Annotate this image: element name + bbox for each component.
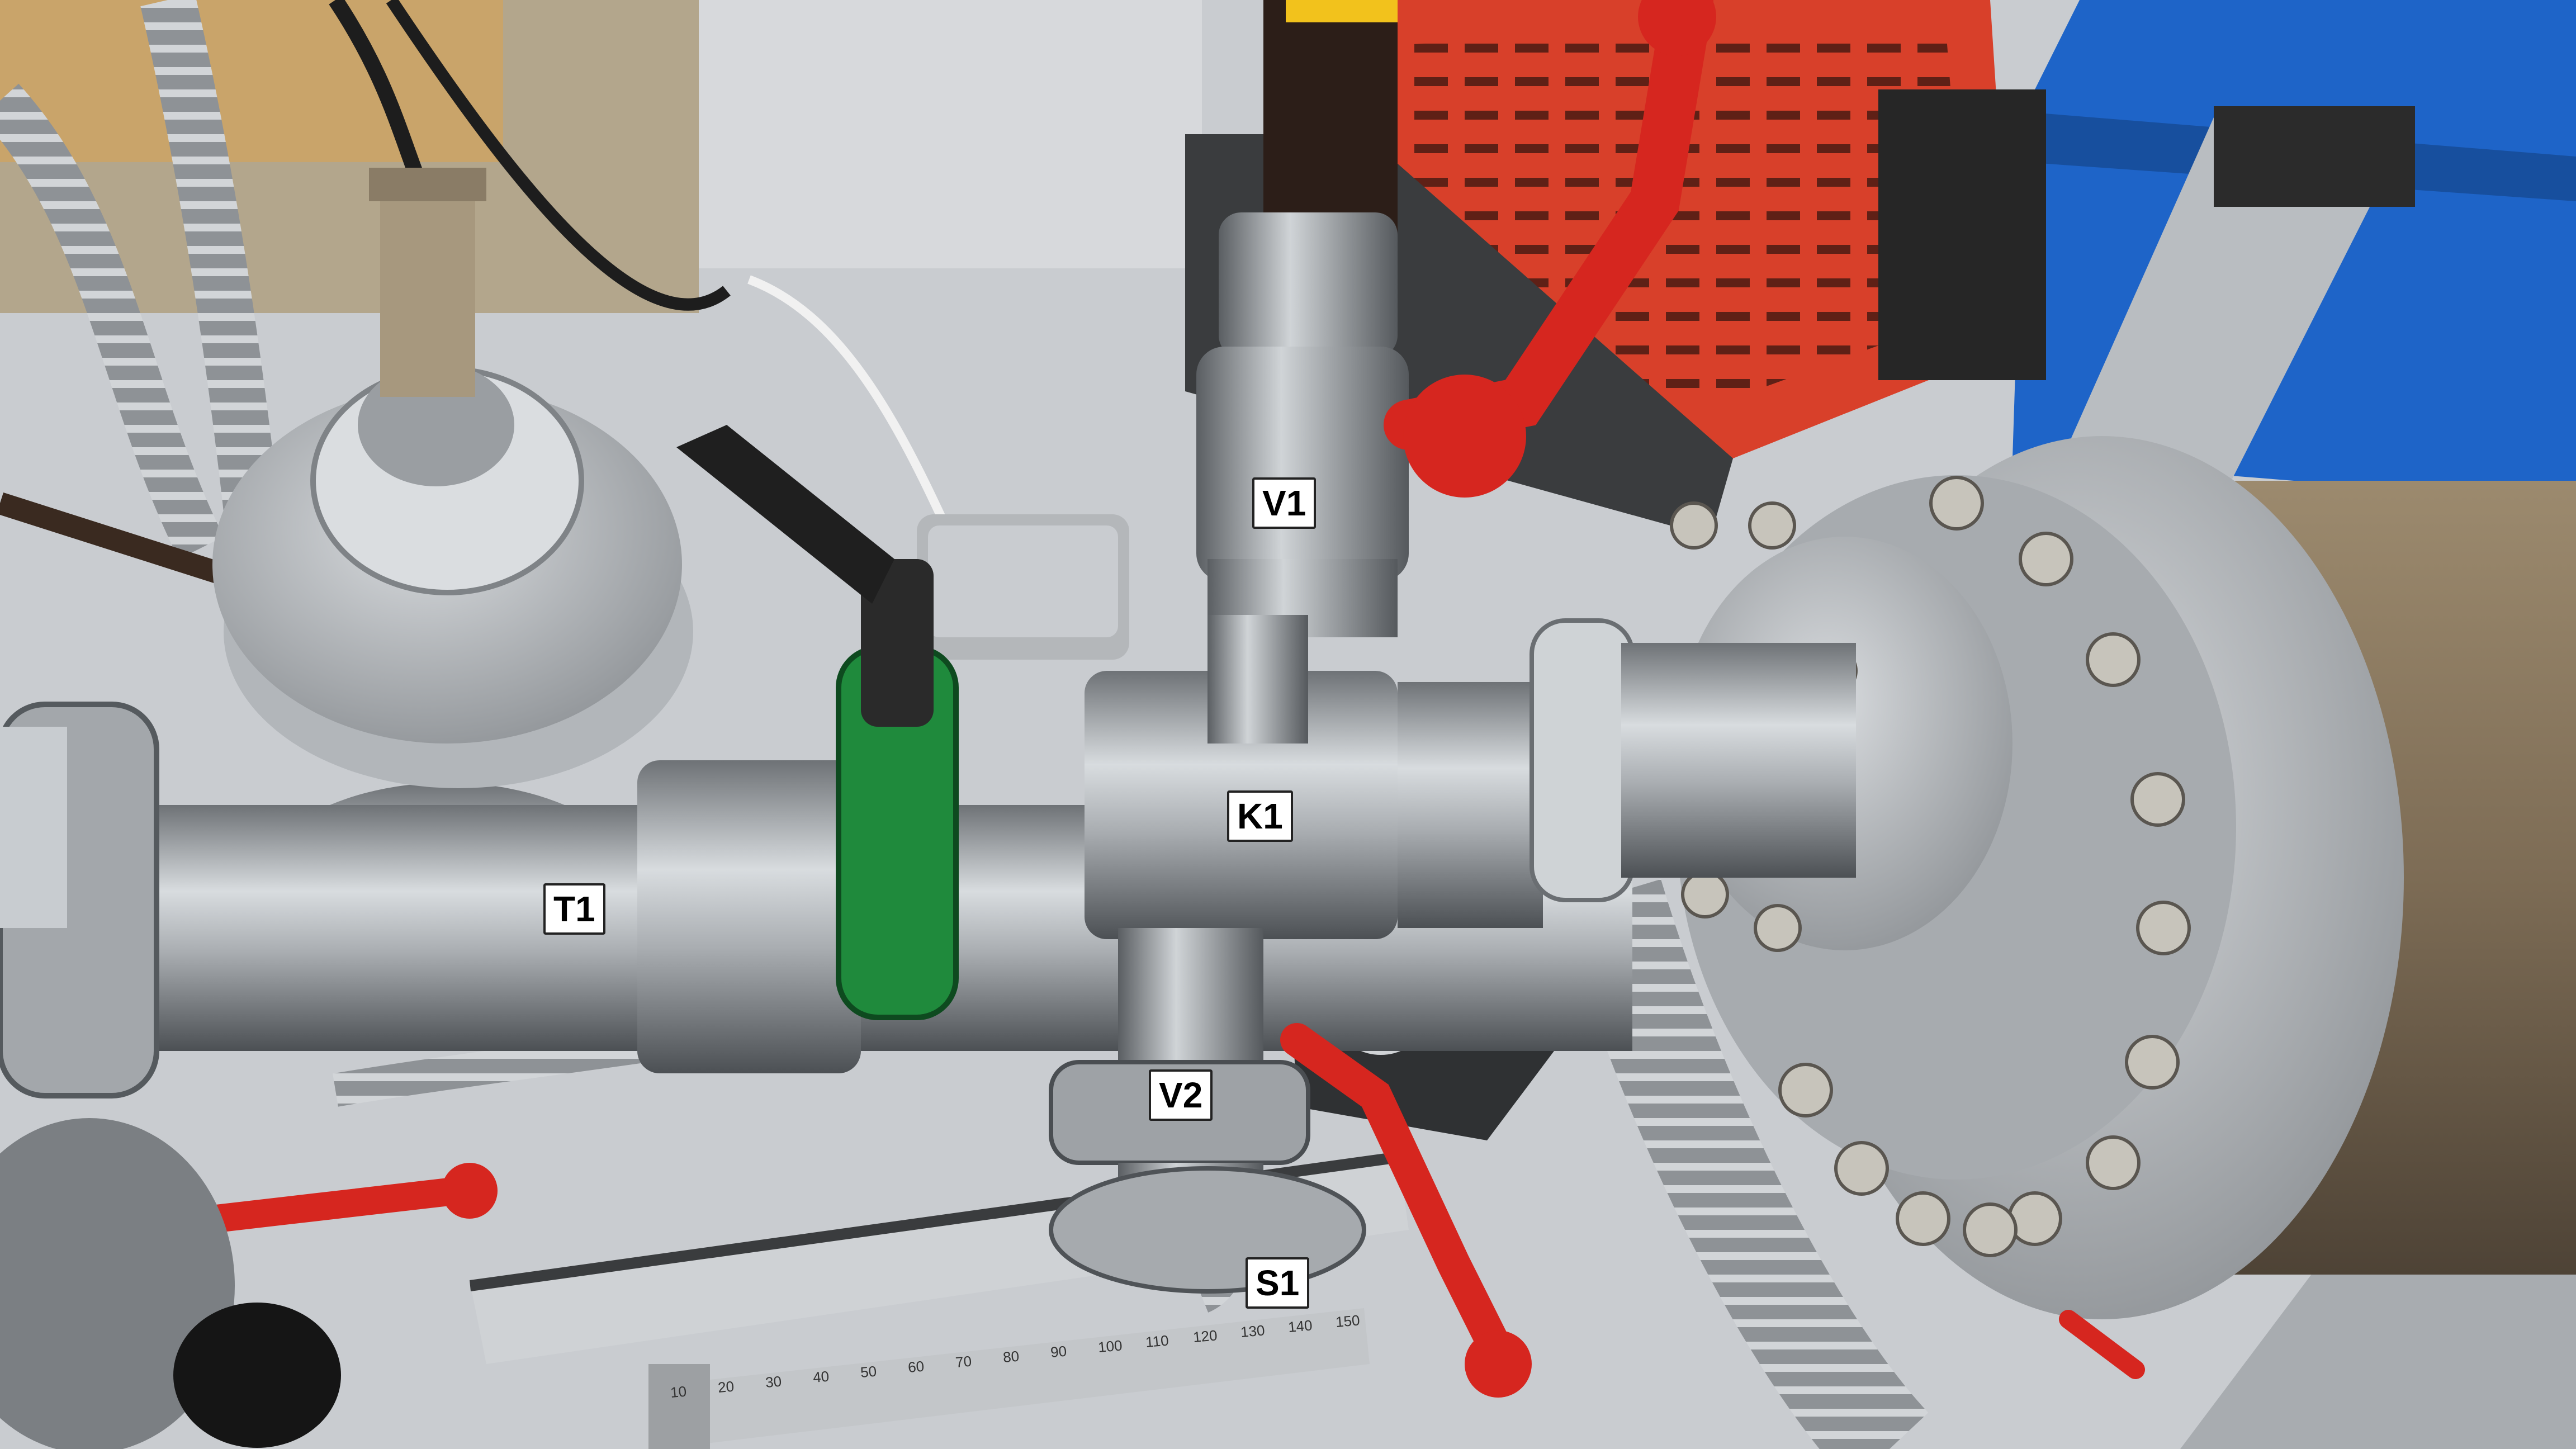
usb-cable bbox=[747, 275, 955, 539]
vernier-caliper bbox=[648, 1308, 1370, 1449]
label-t1: T1 bbox=[543, 883, 605, 935]
ruler-tick-label: 10 bbox=[670, 1383, 687, 1401]
s1-port-clamp bbox=[1049, 1166, 1366, 1294]
background-panel bbox=[699, 0, 1202, 268]
ruler-tick-label: 120 bbox=[1192, 1327, 1218, 1346]
ruler-tick-label: 20 bbox=[717, 1378, 735, 1396]
ruler-tick-label: 150 bbox=[1335, 1311, 1361, 1330]
ruler-tick-label: 40 bbox=[812, 1368, 830, 1386]
v1-valve bbox=[1196, 347, 1409, 581]
label-v1: V1 bbox=[1252, 477, 1317, 529]
wooden-shelf bbox=[0, 0, 503, 162]
label-s1: S1 bbox=[1246, 1257, 1310, 1309]
ruler-tick-label: 70 bbox=[955, 1353, 972, 1371]
label-k1: K1 bbox=[1227, 790, 1293, 842]
ruler-tick-label: 110 bbox=[1145, 1332, 1169, 1350]
ruler-tick-label: 80 bbox=[1002, 1348, 1020, 1366]
kf-clamp-k1 bbox=[1530, 618, 1635, 902]
ruler-tick-label: 140 bbox=[1287, 1317, 1313, 1336]
ruler-tick-label: 50 bbox=[860, 1363, 877, 1381]
v2-red-handle bbox=[1280, 1023, 1515, 1370]
ruler-tick-label: 100 bbox=[1097, 1337, 1123, 1356]
bellows-hose-right bbox=[1559, 879, 1929, 1449]
v1-yellow-cap bbox=[1286, 0, 1398, 22]
tube-to-chamber bbox=[1621, 643, 1856, 878]
label-v2: V2 bbox=[1149, 1069, 1213, 1121]
clamp-lever bbox=[861, 559, 934, 727]
ruler-tick-label: 30 bbox=[765, 1373, 782, 1391]
ruler-tick-label: 130 bbox=[1240, 1322, 1266, 1341]
gauge-connector bbox=[380, 184, 475, 397]
black-knob bbox=[173, 1303, 341, 1448]
ruler-tick-label: 60 bbox=[907, 1358, 925, 1376]
bellows-hose-left bbox=[0, 83, 224, 560]
pump-heatsink bbox=[1878, 89, 2046, 380]
ruler-tick-label: 90 bbox=[1050, 1343, 1067, 1361]
